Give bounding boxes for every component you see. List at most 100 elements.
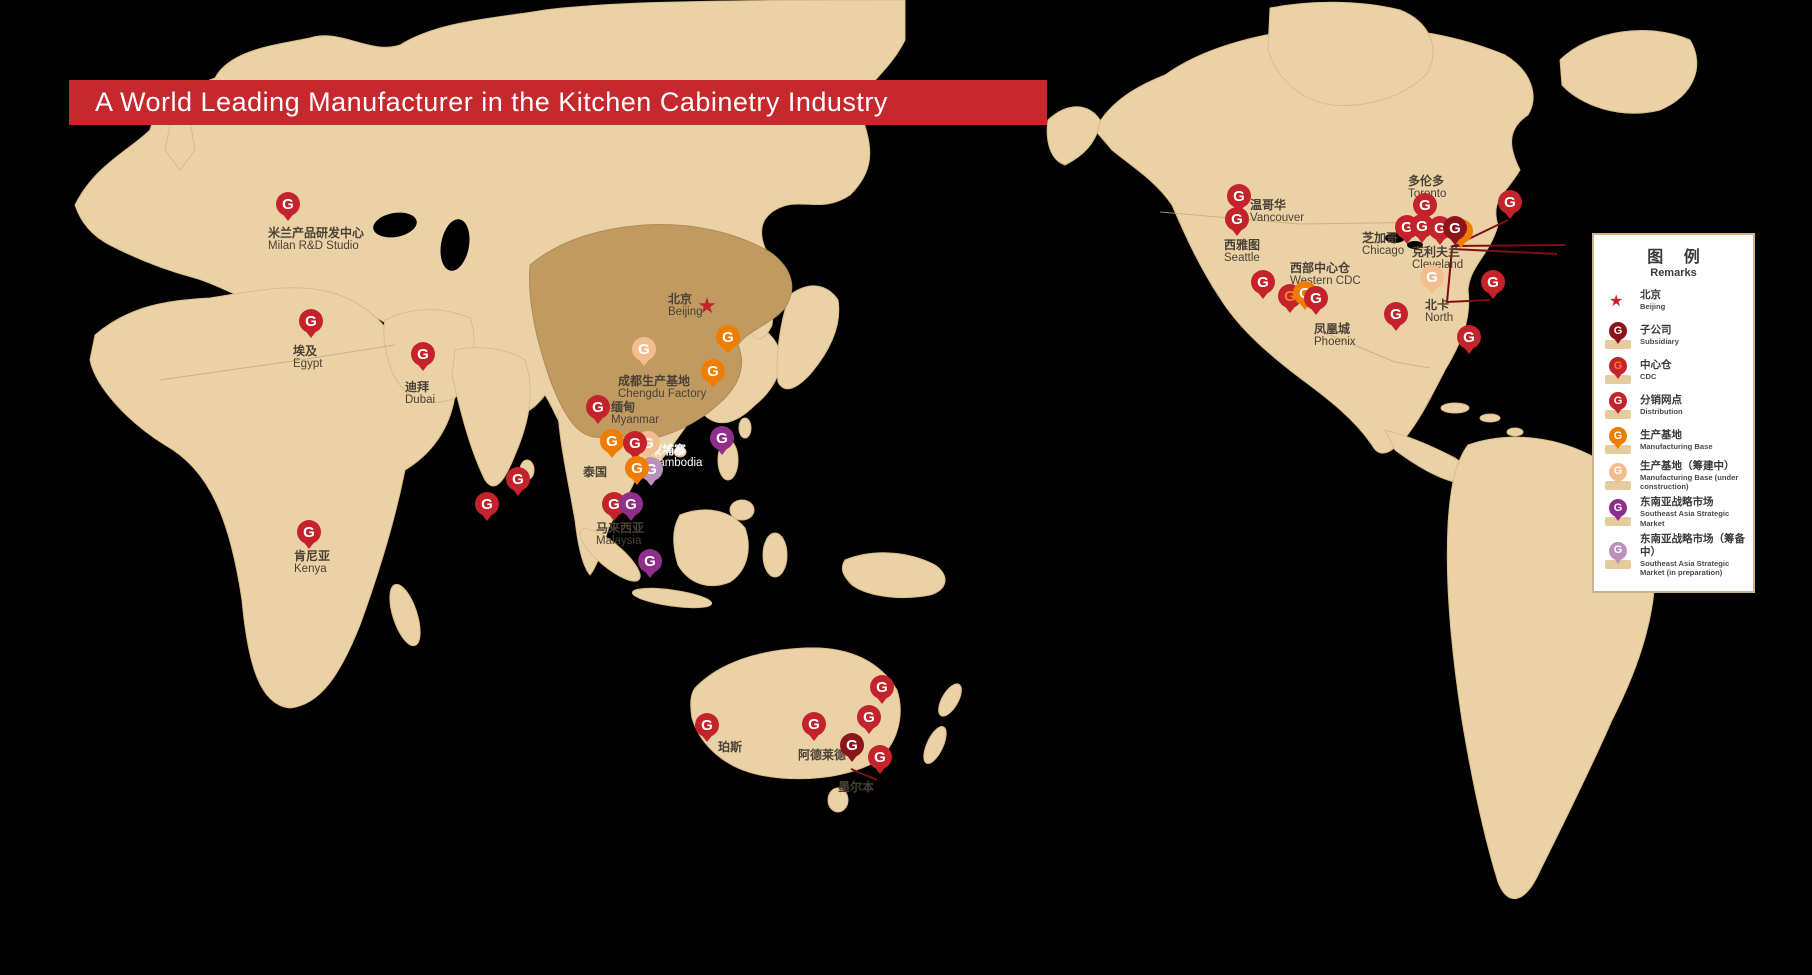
label-en: Myanmar <box>611 414 659 427</box>
label-zh: 阿德莱德 <box>798 748 847 762</box>
pin-letter: G <box>592 398 604 416</box>
pin-letter: G <box>645 460 657 478</box>
legend-item-text: 北京 Beijing <box>1636 289 1665 311</box>
pin-glyph: G <box>1609 357 1627 375</box>
pin-letter: G <box>1613 429 1623 442</box>
pin-letter: G <box>631 459 643 477</box>
pin-letter: G <box>1310 289 1322 307</box>
map-pin-indian-ocean: G <box>475 492 499 517</box>
label-zh: 米兰产品研发中心 <box>268 226 365 240</box>
map-pin-e-offshore: G <box>1481 270 1505 295</box>
pin-letter: G <box>417 345 429 363</box>
pin-letter: G <box>1419 196 1431 214</box>
pin-letter: G <box>1613 465 1623 478</box>
pin-base <box>1605 517 1631 527</box>
new-guinea <box>841 552 946 599</box>
legend-item-zh: 子公司 <box>1640 323 1672 336</box>
pin-letter: G <box>701 716 713 734</box>
arctic-island <box>1559 30 1698 114</box>
map-pin-toronto: G <box>1413 193 1437 218</box>
label-zh: 芝加哥 <box>1362 231 1399 245</box>
map-pin-kenya: G <box>297 520 321 545</box>
map-label-egypt: 埃及 Egypt <box>293 344 322 372</box>
japan <box>776 285 840 390</box>
label-zh: 珀斯 <box>718 740 743 754</box>
label-en: Milan R&D Studio <box>268 240 359 253</box>
pin-letter: G <box>1233 187 1245 205</box>
sulawesi <box>762 532 788 578</box>
pin-base <box>1605 410 1631 419</box>
pin-letter: G <box>1449 219 1461 237</box>
border-africa <box>159 344 396 381</box>
pin-letter: G <box>1231 210 1243 228</box>
legend-item-en: Manufacturing Base <box>1640 442 1713 451</box>
manufacturing-pin-icon: G <box>1602 425 1636 455</box>
legend-item-subsidiary: G 子公司 Subsidiary <box>1602 320 1745 350</box>
alaska <box>1046 106 1101 166</box>
map-label-perth: 珀斯 <box>718 740 742 754</box>
pin-letter: G <box>1613 544 1623 557</box>
pin-letter: G <box>722 328 734 346</box>
legend-item-en: Beijing <box>1640 302 1666 311</box>
label-en: Egypt <box>293 358 323 371</box>
legend-item-en: Southeast Asia Strategic Market <box>1640 509 1730 528</box>
distribution-pin-icon: G <box>1602 390 1636 420</box>
pin-letter: G <box>303 523 315 541</box>
map-pin-egypt: G <box>299 309 323 334</box>
legend-item-manufacturing-uc: G 生产基地（筹建中） Manufacturing Base (under cons… <box>1602 460 1745 491</box>
map-label-adelaide: 阿德莱德 <box>798 748 846 762</box>
pin-glyph: G <box>1609 541 1627 560</box>
legend-item-manufacturing: G 生产基地 Manufacturing Base <box>1602 425 1745 455</box>
label-en: Chicago <box>1362 245 1405 258</box>
label-en: Dubai <box>405 394 436 407</box>
pin-base <box>1605 340 1631 349</box>
pin-letter: G <box>1390 305 1402 323</box>
map-pin-brisbane: G <box>870 675 894 700</box>
legend-item-sea-prep: G 东南亚战略市场（筹备中） Southeast Asia Strategic Ma… <box>1602 533 1745 577</box>
map-pin-wcdc-dist: G <box>1304 286 1328 311</box>
legend-item-sea: G 东南亚战略市场 Southeast Asia Strategic Market <box>1602 496 1745 528</box>
manufacturing-uc-pin-icon: G <box>1602 461 1636 491</box>
cuba <box>1440 402 1470 414</box>
cdc-pin-icon: G <box>1602 355 1636 385</box>
legend-item-text: 子公司 Subsidiary <box>1636 324 1679 346</box>
label-en: Chengdu Factory <box>618 388 707 401</box>
pin-letter: G <box>1613 394 1623 407</box>
black-sea <box>373 212 417 238</box>
map-label-phoenix: 凤凰城 Phoenix <box>1314 322 1356 350</box>
legend-item-text: 生产基地 Manufacturing Base <box>1636 429 1713 451</box>
label-zh: 北卡 <box>1425 298 1450 312</box>
pin-letter: G <box>707 362 719 380</box>
map-label-chengdu: 成都生产基地 Chengdu Factory <box>618 374 706 402</box>
map-pin-california: G <box>1251 270 1275 295</box>
label-zh: 马来西亚 <box>596 521 645 535</box>
label-zh: 凤凰城 <box>1314 322 1351 336</box>
border-us-mexico <box>1329 334 1431 369</box>
pin-letter: G <box>1613 324 1623 337</box>
pin-letter: G <box>846 736 858 754</box>
pin-letter: G <box>305 312 317 330</box>
legend-title-zh: 图 例 <box>1647 249 1708 266</box>
pin-letter: G <box>808 715 820 733</box>
legend-item-zh: 东南亚战略市场 <box>1640 496 1714 509</box>
pin-base <box>1605 375 1631 384</box>
label-en: Kenya <box>294 563 327 576</box>
mindanao <box>729 499 755 521</box>
map-pin-ne-offshore: G <box>1498 190 1522 215</box>
caspian-sea <box>440 219 470 271</box>
pin-letter: G <box>1504 193 1516 211</box>
sumatra <box>579 528 641 582</box>
label-zh: 泰国 <box>583 465 608 479</box>
legend-item-zh: 生产基地 <box>1640 428 1682 441</box>
pin-letter: G <box>876 678 888 696</box>
nz-south <box>923 726 947 764</box>
legend-item-zh: 东南亚战略市场（筹备中） <box>1640 532 1745 558</box>
legend-item-cdc: G 中心仓 CDC <box>1602 355 1745 385</box>
pin-glyph: G <box>1609 427 1627 445</box>
map-pin-vancouver-2: G <box>1225 207 1249 232</box>
label-zh: 多伦多 <box>1408 174 1445 188</box>
label-en: Malaysia <box>596 535 642 548</box>
star-icon: ★ <box>1602 285 1636 315</box>
label-en: Phoenix <box>1314 336 1356 349</box>
